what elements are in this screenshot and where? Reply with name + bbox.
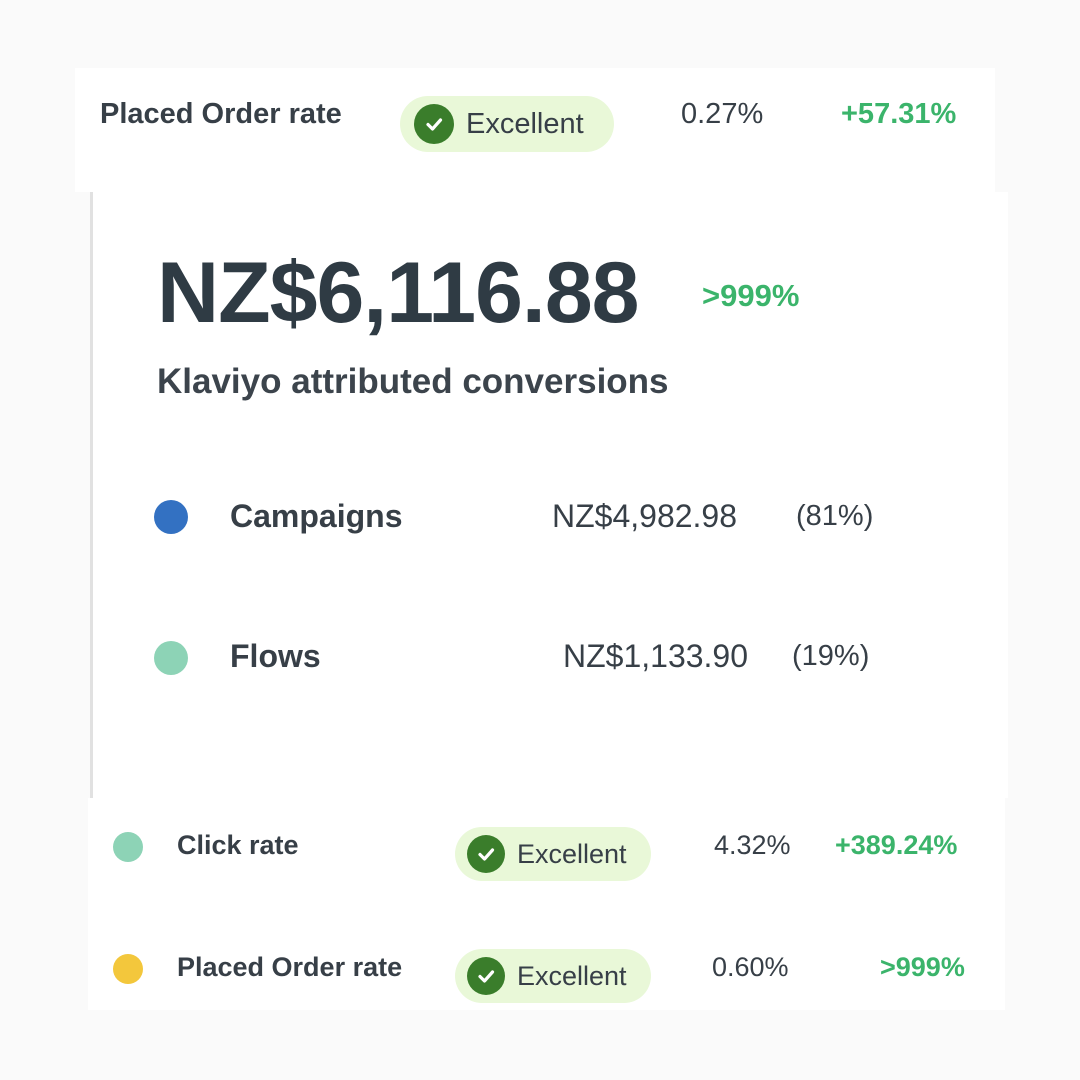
breakdown-share-campaigns: (81%) xyxy=(796,500,874,532)
metric-change-placed-order-rate: >999% xyxy=(880,952,965,982)
metric-value-placed-order-rate: 0.60% xyxy=(712,952,789,982)
check-circle-icon xyxy=(467,957,505,995)
metric-value-click-rate: 4.32% xyxy=(714,830,791,860)
breakdown-amount-campaigns: NZ$4,982.98 xyxy=(552,498,738,534)
total-change: >999% xyxy=(702,278,800,313)
breakdown-label-campaigns: Campaigns xyxy=(230,498,403,534)
metric-label: Placed Order rate xyxy=(100,98,342,130)
status-badge: Excellent xyxy=(400,96,614,152)
conversions-summary-card: NZ$6,116.88 >999% Klaviyo attributed con… xyxy=(90,192,1008,798)
summary-caption: Klaviyo attributed conversions xyxy=(157,362,669,401)
status-badge-label: Excellent xyxy=(466,107,584,140)
placed-order-dot-icon xyxy=(113,954,143,984)
click-rate-dot-icon xyxy=(113,832,143,862)
bottom-metrics-card: Click rate Excellent 4.32% +389.24% Plac… xyxy=(88,798,1005,1010)
breakdown-amount-flows: NZ$1,133.90 xyxy=(563,638,749,674)
metric-label-placed-order-rate: Placed Order rate xyxy=(177,952,403,982)
status-badge-label: Excellent xyxy=(517,838,627,869)
total-amount: NZ$6,116.88 xyxy=(157,245,639,341)
metric-change: +57.31% xyxy=(841,98,957,130)
flows-dot-icon xyxy=(154,641,188,675)
status-badge-click-rate: Excellent xyxy=(455,827,651,881)
metric-value: 0.27% xyxy=(681,98,764,130)
status-badge-placed-order-rate: Excellent xyxy=(455,949,651,1003)
check-circle-icon xyxy=(414,104,454,144)
check-circle-icon xyxy=(467,835,505,873)
campaigns-dot-icon xyxy=(154,500,188,534)
top-metric-card: Placed Order rate Excellent 0.27% +57.31… xyxy=(75,68,995,192)
metric-change-click-rate: +389.24% xyxy=(835,830,958,860)
breakdown-share-flows: (19%) xyxy=(792,640,870,672)
breakdown-label-flows: Flows xyxy=(230,638,321,674)
metric-label-click-rate: Click rate xyxy=(177,830,299,860)
status-badge-label: Excellent xyxy=(517,960,627,991)
